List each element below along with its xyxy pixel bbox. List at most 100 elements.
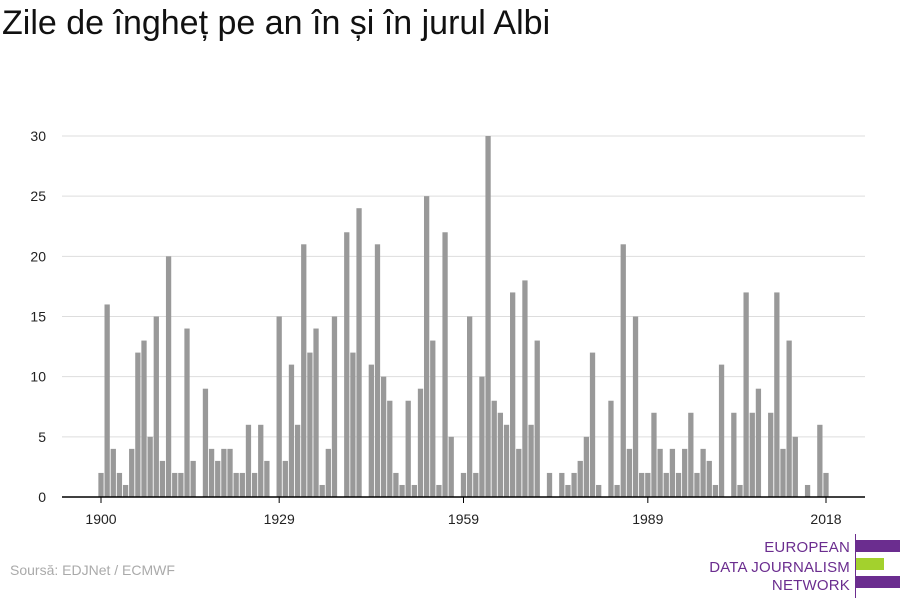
bar-1967[interactable] bbox=[510, 292, 516, 497]
bar-1920[interactable] bbox=[221, 448, 227, 497]
bar-2007[interactable] bbox=[755, 388, 762, 497]
bar-1935[interactable] bbox=[313, 328, 319, 497]
bar-1989[interactable] bbox=[645, 472, 651, 497]
bar-1921[interactable] bbox=[227, 448, 233, 497]
bar-1907[interactable] bbox=[141, 340, 147, 497]
bar-1940[interactable] bbox=[344, 232, 350, 497]
bar-1917[interactable] bbox=[202, 388, 209, 497]
bar-1923[interactable] bbox=[239, 472, 245, 497]
bar-1929[interactable] bbox=[276, 316, 282, 498]
bar-1961[interactable] bbox=[473, 472, 479, 497]
bar-1934[interactable] bbox=[307, 352, 313, 497]
bar-1937[interactable] bbox=[325, 448, 331, 497]
bar-1984[interactable] bbox=[614, 484, 620, 497]
bar-1956[interactable] bbox=[442, 232, 448, 497]
bar-2015[interactable] bbox=[804, 484, 811, 497]
bar-1962[interactable] bbox=[479, 376, 485, 497]
bar-1902[interactable] bbox=[110, 448, 116, 497]
bar-1979[interactable] bbox=[583, 436, 590, 497]
bar-1936[interactable] bbox=[319, 484, 325, 497]
bar-1946[interactable] bbox=[380, 376, 387, 497]
bar-1987[interactable] bbox=[632, 316, 639, 498]
bar-1955[interactable] bbox=[436, 484, 442, 497]
bar-1970[interactable] bbox=[528, 424, 534, 497]
bar-1973[interactable] bbox=[546, 472, 553, 497]
bar-1919[interactable] bbox=[215, 460, 221, 497]
bar-1913[interactable] bbox=[178, 472, 184, 497]
bar-1908[interactable] bbox=[147, 436, 153, 497]
bar-1944[interactable] bbox=[368, 364, 374, 497]
bar-1900[interactable] bbox=[98, 472, 104, 497]
bar-2006[interactable] bbox=[749, 412, 755, 497]
bar-1947[interactable] bbox=[387, 400, 393, 497]
bar-2018[interactable] bbox=[823, 472, 829, 497]
bar-2003[interactable] bbox=[731, 412, 737, 497]
bar-1922[interactable] bbox=[233, 472, 239, 497]
bar-1915[interactable] bbox=[190, 460, 196, 497]
bar-1986[interactable] bbox=[626, 448, 633, 497]
bar-1901[interactable] bbox=[104, 304, 110, 497]
bar-1992[interactable] bbox=[663, 472, 669, 497]
bar-1911[interactable] bbox=[165, 256, 172, 497]
bar-1949[interactable] bbox=[399, 484, 405, 497]
bar-1925[interactable] bbox=[251, 472, 258, 497]
bar-1957[interactable] bbox=[448, 436, 454, 497]
bar-1969[interactable] bbox=[522, 280, 528, 497]
bar-1932[interactable] bbox=[294, 424, 301, 497]
bar-1991[interactable] bbox=[657, 448, 663, 497]
bar-1965[interactable] bbox=[497, 412, 504, 497]
bar-1941[interactable] bbox=[350, 352, 356, 497]
bar-1983[interactable] bbox=[608, 400, 614, 497]
bar-1994[interactable] bbox=[675, 472, 682, 497]
bar-1906[interactable] bbox=[135, 352, 141, 497]
bar-1950[interactable] bbox=[405, 400, 411, 497]
bar-1971[interactable] bbox=[534, 340, 540, 497]
bar-2004[interactable] bbox=[737, 484, 743, 497]
bar-1926[interactable] bbox=[258, 424, 264, 497]
bar-1953[interactable] bbox=[423, 196, 430, 497]
bar-1978[interactable] bbox=[577, 460, 583, 497]
bar-1966[interactable] bbox=[503, 424, 510, 497]
bar-1964[interactable] bbox=[491, 400, 497, 497]
bar-1918[interactable] bbox=[208, 448, 215, 497]
bar-1975[interactable] bbox=[559, 472, 565, 497]
bar-1927[interactable] bbox=[264, 460, 270, 497]
bar-1999[interactable] bbox=[706, 460, 712, 497]
bar-2013[interactable] bbox=[792, 436, 798, 497]
bar-1981[interactable] bbox=[596, 484, 602, 497]
bar-1914[interactable] bbox=[184, 328, 190, 497]
bar-2012[interactable] bbox=[786, 340, 792, 497]
bar-1912[interactable] bbox=[172, 472, 178, 497]
bar-1938[interactable] bbox=[331, 316, 338, 498]
bar-2005[interactable] bbox=[743, 292, 749, 497]
bar-1990[interactable] bbox=[651, 412, 657, 497]
bar-1933[interactable] bbox=[301, 244, 307, 497]
bar-2017[interactable] bbox=[817, 424, 823, 497]
bar-1954[interactable] bbox=[430, 340, 436, 497]
bar-1904[interactable] bbox=[122, 484, 129, 497]
bar-1945[interactable] bbox=[374, 244, 381, 497]
edjnet-logo[interactable]: EUROPEAN DATA JOURNALISM NETWORK bbox=[700, 530, 900, 600]
bar-2000[interactable] bbox=[712, 484, 719, 497]
bar-1993[interactable] bbox=[669, 448, 676, 497]
bar-1988[interactable] bbox=[639, 472, 645, 497]
bar-1959[interactable] bbox=[460, 472, 467, 497]
bar-1985[interactable] bbox=[620, 244, 626, 497]
bar-1998[interactable] bbox=[700, 448, 706, 497]
bar-1951[interactable] bbox=[411, 484, 417, 497]
bar-1905[interactable] bbox=[129, 448, 135, 497]
bar-1952[interactable] bbox=[417, 388, 424, 497]
bar-1976[interactable] bbox=[565, 484, 571, 497]
bar-1963[interactable] bbox=[485, 136, 491, 497]
bar-1910[interactable] bbox=[159, 460, 166, 497]
bar-1960[interactable] bbox=[467, 316, 473, 498]
bar-2001[interactable] bbox=[718, 364, 725, 497]
bar-1924[interactable] bbox=[245, 424, 252, 497]
bar-1909[interactable] bbox=[153, 316, 159, 498]
bar-1997[interactable] bbox=[694, 472, 700, 497]
bar-1942[interactable] bbox=[356, 208, 362, 497]
bar-1931[interactable] bbox=[288, 364, 295, 497]
bar-1903[interactable] bbox=[116, 472, 123, 497]
bar-1996[interactable] bbox=[688, 412, 694, 497]
bar-2009[interactable] bbox=[768, 412, 774, 497]
